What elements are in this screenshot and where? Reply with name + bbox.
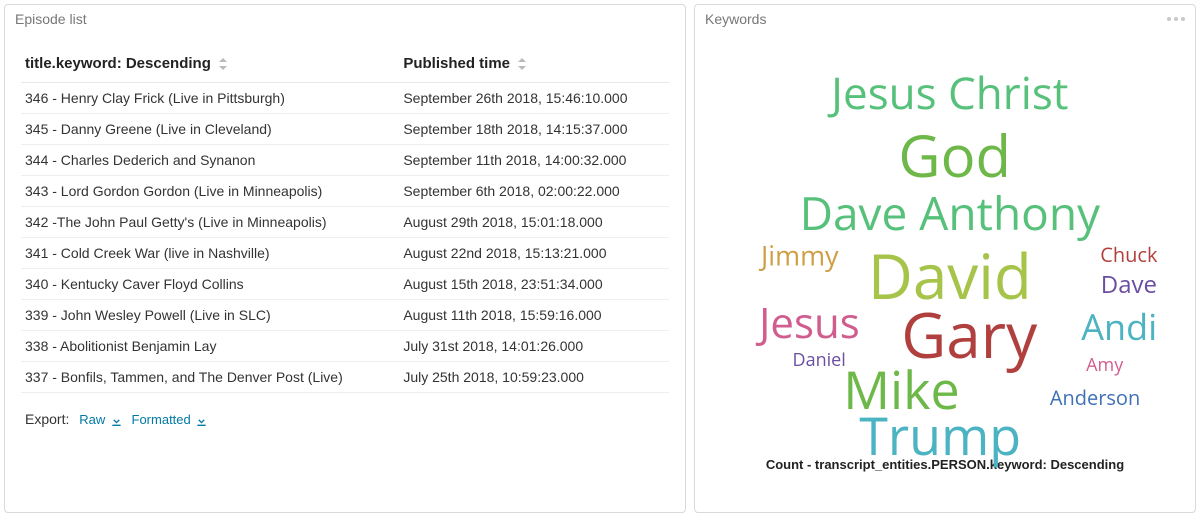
panel-options-icon[interactable] bbox=[1167, 17, 1185, 21]
episode-time-cell: September 26th 2018, 15:46:10.000 bbox=[399, 83, 669, 114]
download-icon bbox=[196, 415, 207, 426]
episode-title-cell: 346 - Henry Clay Frick (Live in Pittsbur… bbox=[21, 83, 399, 114]
download-icon bbox=[111, 415, 122, 426]
episode-time-cell: July 31st 2018, 14:01:26.000 bbox=[399, 331, 669, 362]
episode-time-cell: September 18th 2018, 14:15:37.000 bbox=[399, 114, 669, 145]
table-row[interactable]: 341 - Cold Creek War (live in Nashville)… bbox=[21, 238, 669, 269]
wordcloud-word[interactable]: Jesus bbox=[759, 302, 860, 344]
panel-title: Episode list bbox=[15, 11, 87, 27]
table-row[interactable]: 342 -The John Paul Getty's (Live in Minn… bbox=[21, 207, 669, 238]
episode-time-cell: August 15th 2018, 23:51:34.000 bbox=[399, 269, 669, 300]
keywords-panel: Keywords Jesus Christ God Dave Anthony Jimm… bbox=[694, 4, 1196, 513]
export-row: Export: Raw Formatted bbox=[21, 393, 669, 431]
wordcloud-word[interactable]: Anderson bbox=[1050, 388, 1140, 408]
table-row[interactable]: 344 - Charles Dederich and SynanonSeptem… bbox=[21, 145, 669, 176]
table-row[interactable]: 339 - John Wesley Powell (Live in SLC)Au… bbox=[21, 300, 669, 331]
episode-title-cell: 343 - Lord Gordon Gordon (Live in Minnea… bbox=[21, 176, 399, 207]
panel-header: Keywords bbox=[695, 5, 1195, 33]
export-raw-text: Raw bbox=[79, 412, 105, 427]
column-header-label: title.keyword: Descending bbox=[25, 55, 211, 72]
episode-title-cell: 337 - Bonfils, Tammen, and The Denver Po… bbox=[21, 362, 399, 393]
column-header-label: Published time bbox=[403, 55, 510, 72]
table-row[interactable]: 337 - Bonfils, Tammen, and The Denver Po… bbox=[21, 362, 669, 393]
table-row[interactable]: 345 - Danny Greene (Live in Cleveland)Se… bbox=[21, 114, 669, 145]
episode-time-cell: August 11th 2018, 15:59:16.000 bbox=[399, 300, 669, 331]
table-row[interactable]: 346 - Henry Clay Frick (Live in Pittsbur… bbox=[21, 83, 669, 114]
episode-title-cell: 345 - Danny Greene (Live in Cleveland) bbox=[21, 114, 399, 145]
export-formatted-link[interactable]: Formatted bbox=[132, 412, 208, 427]
export-formatted-text: Formatted bbox=[132, 412, 191, 427]
episode-title-cell: 338 - Abolitionist Benjamin Lay bbox=[21, 331, 399, 362]
wordcloud-word[interactable]: Trump bbox=[859, 410, 1021, 462]
episode-title-cell: 344 - Charles Dederich and Synanon bbox=[21, 145, 399, 176]
episode-time-cell: August 22nd 2018, 15:13:21.000 bbox=[399, 238, 669, 269]
episode-list-panel: Episode list title.keyword: Descending P… bbox=[4, 4, 686, 513]
wordcloud-word[interactable]: Amy bbox=[1086, 356, 1123, 374]
wordcloud-word[interactable]: Jesus Christ bbox=[831, 70, 1068, 114]
episode-title-cell: 340 - Kentucky Caver Floyd Collins bbox=[21, 269, 399, 300]
wordcloud-word[interactable]: Dave bbox=[1101, 273, 1157, 297]
episode-title-cell: 339 - John Wesley Powell (Live in SLC) bbox=[21, 300, 399, 331]
table-row[interactable]: 343 - Lord Gordon Gordon (Live in Minnea… bbox=[21, 176, 669, 207]
panel-header: Episode list bbox=[5, 5, 685, 33]
wordcloud-word[interactable]: Chuck bbox=[1100, 245, 1157, 265]
panel-body: title.keyword: Descending Published time… bbox=[5, 33, 685, 512]
wordcloud-word[interactable]: Daniel bbox=[793, 351, 846, 369]
column-header-time[interactable]: Published time bbox=[399, 45, 669, 83]
episode-time-cell: July 25th 2018, 10:59:23.000 bbox=[399, 362, 669, 393]
sort-icon[interactable] bbox=[518, 58, 528, 70]
table-row[interactable]: 340 - Kentucky Caver Floyd CollinsAugust… bbox=[21, 269, 669, 300]
wordcloud-word[interactable]: God bbox=[898, 126, 1011, 184]
episode-table: title.keyword: Descending Published time… bbox=[21, 45, 669, 393]
episode-time-cell: September 11th 2018, 14:00:32.000 bbox=[399, 145, 669, 176]
export-label: Export: bbox=[25, 411, 69, 427]
word-cloud: Jesus ChristGodDave AnthonyJimmyDavidChu… bbox=[703, 37, 1187, 457]
wordcloud-word[interactable]: Andi bbox=[1081, 309, 1157, 345]
sort-icon[interactable] bbox=[219, 58, 229, 70]
episode-time-cell: September 6th 2018, 02:00:22.000 bbox=[399, 176, 669, 207]
wordcloud-word[interactable]: Dave Anthony bbox=[800, 190, 1101, 236]
export-raw-link[interactable]: Raw bbox=[79, 412, 125, 427]
panel-title: Keywords bbox=[705, 11, 766, 27]
table-row[interactable]: 338 - Abolitionist Benjamin LayJuly 31st… bbox=[21, 331, 669, 362]
episode-time-cell: August 29th 2018, 15:01:18.000 bbox=[399, 207, 669, 238]
episode-title-cell: 341 - Cold Creek War (live in Nashville) bbox=[21, 238, 399, 269]
panel-body: Jesus ChristGodDave AnthonyJimmyDavidChu… bbox=[695, 33, 1195, 512]
wordcloud-word[interactable]: Jimmy bbox=[761, 242, 839, 269]
episode-title-cell: 342 -The John Paul Getty's (Live in Minn… bbox=[21, 207, 399, 238]
column-header-title[interactable]: title.keyword: Descending bbox=[21, 45, 399, 83]
